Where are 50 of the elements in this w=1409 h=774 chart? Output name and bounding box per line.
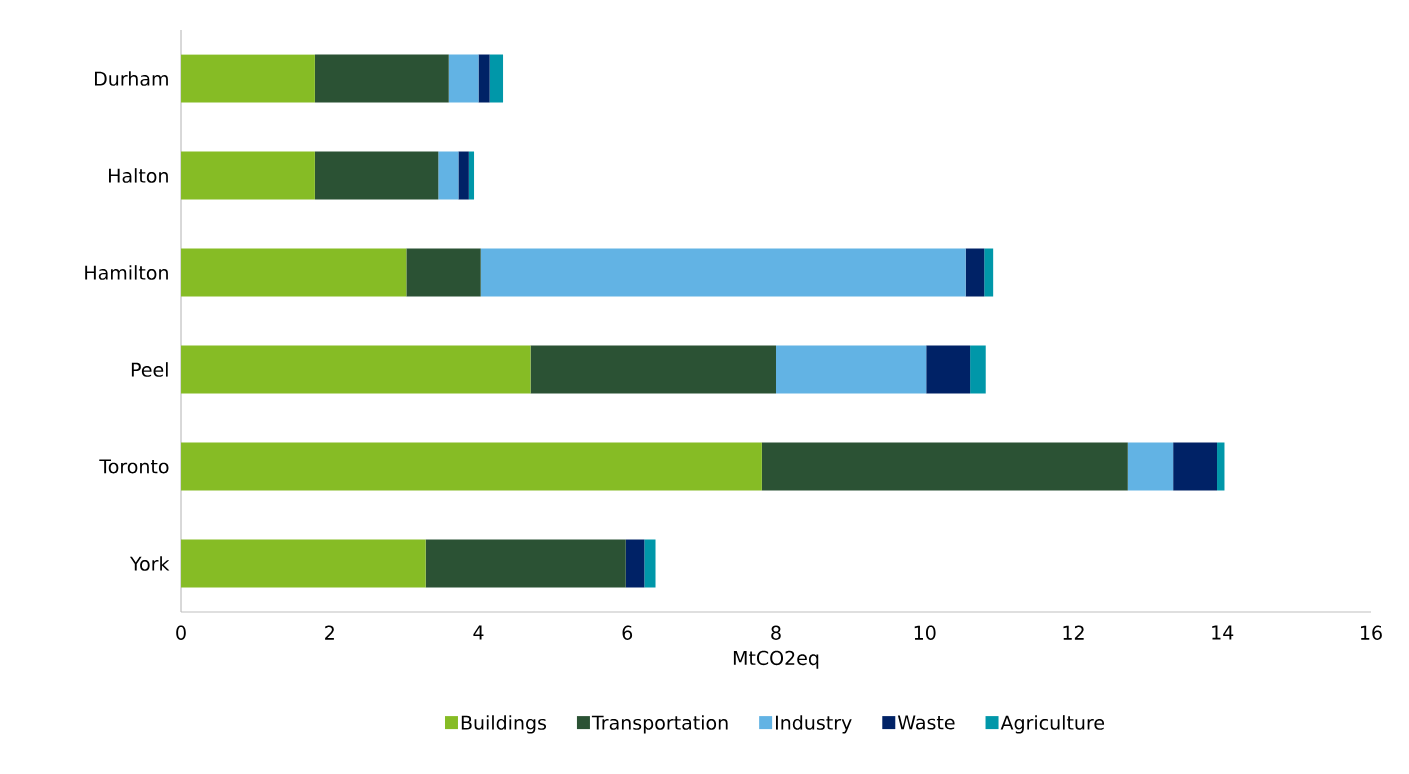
bar: [181, 248, 407, 297]
bar: [468, 151, 475, 200]
y-tick-label: Durham: [95, 71, 168, 86]
bar: [1173, 442, 1218, 491]
bar: [1127, 442, 1174, 491]
bar: [181, 539, 426, 588]
bar: [489, 54, 504, 103]
bar: [965, 248, 985, 297]
legend-label: Industry: [776, 715, 852, 734]
x-tick-label: 8: [771, 625, 781, 640]
y-tick-label: York: [129, 556, 170, 571]
bar: [644, 539, 656, 588]
bar: [181, 345, 531, 394]
bar: [406, 248, 481, 297]
x-tick-label: 4: [473, 625, 484, 640]
bar: [761, 442, 1128, 491]
y-tick-label: Halton: [109, 168, 168, 183]
legend-label: Agriculture: [1000, 715, 1105, 734]
x-axis-title: MtCO2eq: [733, 650, 819, 669]
x-tick-label: 6: [622, 625, 633, 640]
bar: [181, 151, 315, 200]
bar: [480, 248, 966, 297]
y-tick-label: Toronto: [99, 459, 169, 474]
bar: [181, 442, 762, 491]
bar: [181, 54, 315, 103]
x-tick-label: 16: [1360, 625, 1382, 640]
bar: [448, 54, 479, 103]
bar: [984, 248, 994, 297]
bar: [425, 539, 626, 588]
bar: [1217, 442, 1225, 491]
bar: [926, 345, 971, 394]
legend-label: Waste: [897, 715, 955, 730]
x-tick-label: 10: [914, 625, 936, 640]
bar: [314, 54, 449, 103]
bar: [970, 345, 986, 394]
x-tick-label: 0: [176, 625, 186, 640]
bar: [314, 151, 439, 200]
x-tick-label: 14: [1212, 625, 1234, 640]
x-tick-label: 2: [325, 625, 334, 640]
bar: [776, 345, 927, 394]
x-tick-label: 12: [1063, 625, 1084, 640]
y-tick-label: Peel: [131, 362, 168, 377]
y-tick-label: Hamilton: [85, 265, 168, 280]
legend-label: Transportation: [591, 715, 728, 734]
bar: [438, 151, 459, 200]
legend-label: Buildings: [461, 715, 547, 734]
bar: [530, 345, 776, 394]
bar: [625, 539, 645, 588]
bar: [458, 151, 469, 200]
bar: [478, 54, 490, 103]
